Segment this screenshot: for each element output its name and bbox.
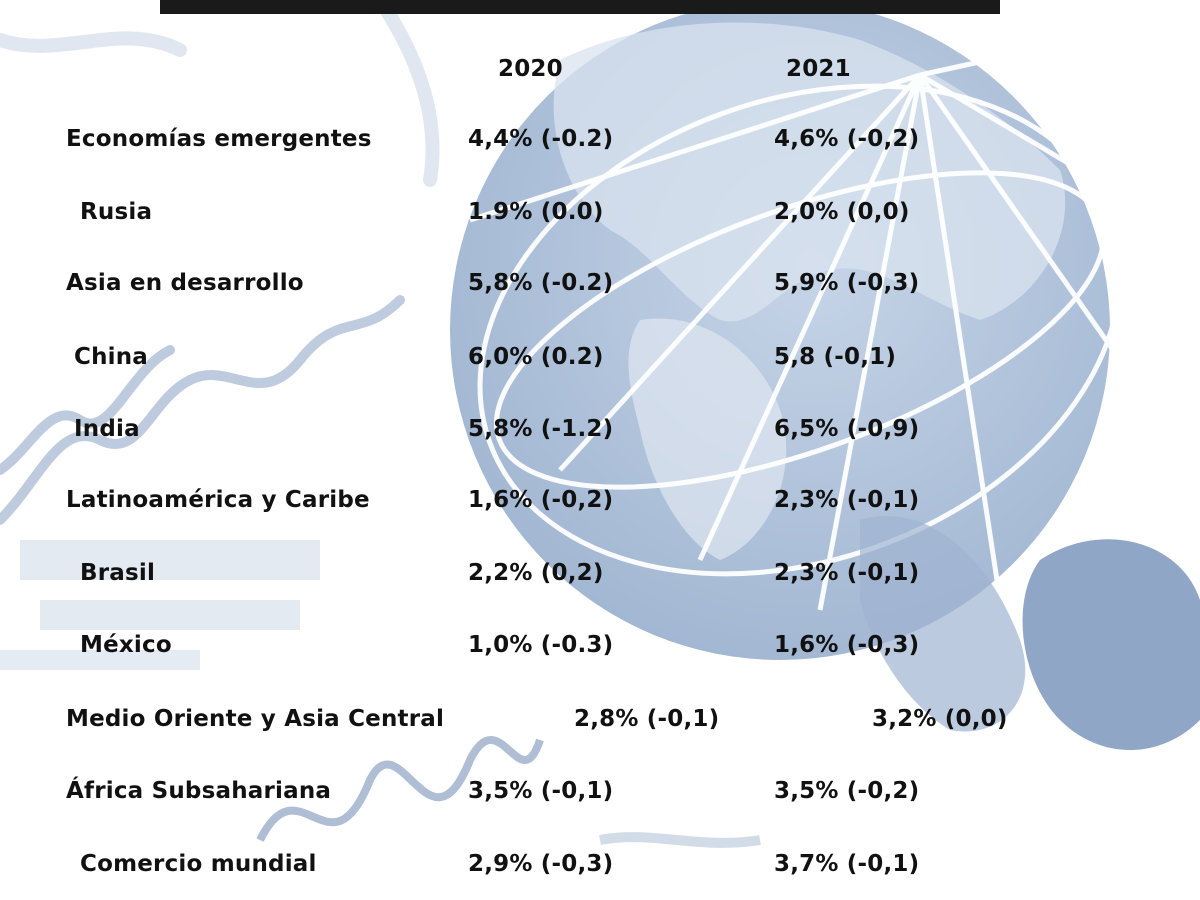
value-2021: 6,5% (-0,9) xyxy=(774,416,920,442)
value-2021: 1,6% (-0,3) xyxy=(774,632,920,658)
row-label: México xyxy=(80,632,172,658)
value-2020: 2,9% (-0,3) xyxy=(468,851,614,877)
value-2021: 2,3% (-0,1) xyxy=(774,560,920,586)
cropped-title-strip xyxy=(160,0,1000,14)
value-2021: 4,6% (-0,2) xyxy=(774,126,920,152)
row-label: África Subsahariana xyxy=(66,778,332,804)
value-2021: 5,9% (-0,3) xyxy=(774,270,920,296)
row-label: India xyxy=(74,416,140,442)
value-2020: 5,8% (-0.2) xyxy=(468,270,614,296)
row-label: Latinoamérica y Caribe xyxy=(66,487,370,513)
row-label: Comercio mundial xyxy=(80,851,317,877)
row-label: Asia en desarrollo xyxy=(66,270,304,296)
value-2021: 2,0% (0,0) xyxy=(774,199,910,225)
value-2020: 2,8% (-0,1) xyxy=(574,706,720,732)
value-2021: 3,7% (-0,1) xyxy=(774,851,920,877)
value-2021: 3,5% (-0,2) xyxy=(774,778,920,804)
value-2021: 2,3% (-0,1) xyxy=(774,487,920,513)
value-2020: 2,2% (0,2) xyxy=(468,560,604,586)
column-header-2020: 2020 xyxy=(498,56,563,82)
row-label: China xyxy=(74,344,149,370)
value-2020: 1,6% (-0,2) xyxy=(468,487,614,513)
row-label: Rusia xyxy=(80,199,153,225)
value-2020: 4,4% (-0.2) xyxy=(468,126,614,152)
value-2021: 3,2% (0,0) xyxy=(872,706,1008,732)
value-2020: 1.9% (0.0) xyxy=(468,199,604,225)
value-2021: 5,8 (-0,1) xyxy=(774,344,897,370)
value-2020: 6,0% (0.2) xyxy=(468,344,604,370)
value-2020: 3,5% (-0,1) xyxy=(468,778,614,804)
column-header-2021: 2021 xyxy=(786,56,851,82)
value-2020: 1,0% (-0.3) xyxy=(468,632,614,658)
row-label: Medio Oriente y Asia Central xyxy=(66,706,445,732)
value-2020: 5,8% (-1.2) xyxy=(468,416,614,442)
row-label: Economías emergentes xyxy=(66,126,372,152)
row-label: Brasil xyxy=(80,560,156,586)
